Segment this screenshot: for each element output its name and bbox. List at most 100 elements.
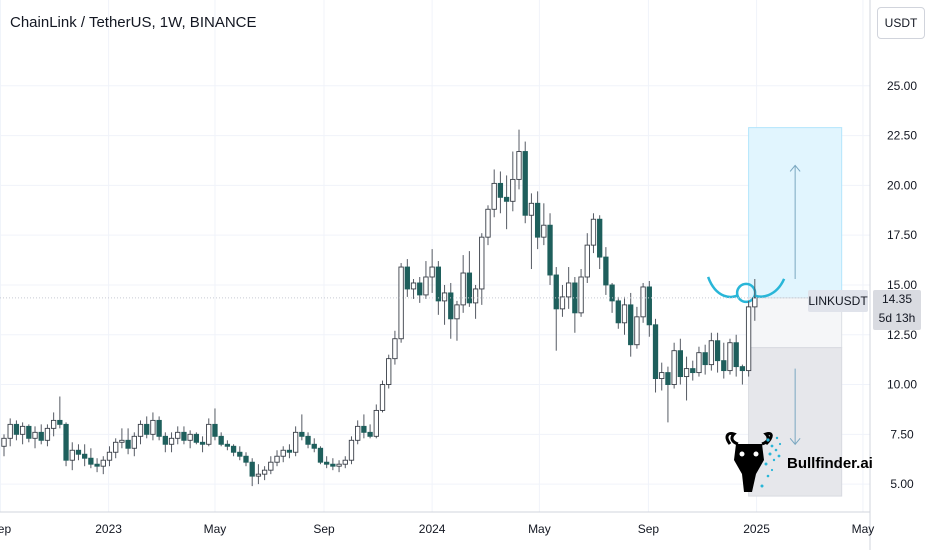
candle-body (44, 427, 51, 441)
candle-body (32, 431, 38, 439)
candle-body (181, 431, 187, 441)
down-arrow-head-icon (789, 437, 801, 446)
candle-body (82, 453, 88, 459)
x-tick-label: Sep (638, 522, 660, 536)
candle-body (199, 441, 206, 445)
candle-body (472, 288, 479, 304)
axis-ticks: 25.00 22.50 20.00 17.50 15.00 12.50 10.00 7.50 5… (0, 79, 917, 536)
candle-body (305, 435, 311, 445)
candle-body (628, 304, 634, 346)
symbol-price-label: LINKUSDT (808, 290, 868, 312)
candle-body (230, 445, 237, 453)
candle-body (50, 419, 57, 429)
candle-body (510, 178, 516, 202)
y-tick-label: 12.50 (887, 328, 917, 342)
candle-body (659, 372, 665, 380)
candle-body (274, 455, 280, 463)
candle-body (342, 459, 348, 465)
candle-body (249, 461, 255, 477)
candle-body (702, 352, 708, 366)
candle-body (534, 202, 541, 238)
up-arrow-head-icon (789, 164, 801, 172)
candle-body (218, 435, 224, 445)
candle-body (491, 182, 497, 210)
candle-body (578, 276, 584, 314)
x-tick-label: Sep (0, 522, 11, 536)
candle-body (311, 443, 317, 449)
bull-logo-icon (725, 432, 782, 492)
candle-body (193, 433, 200, 443)
currency-selector[interactable]: USDT (877, 7, 925, 39)
candle-body (212, 423, 218, 437)
candle-body (410, 282, 417, 290)
candle-body (503, 196, 510, 202)
x-tick-label: May (204, 522, 227, 536)
candle-body (621, 304, 628, 324)
candle-body (348, 439, 355, 461)
candle-body (100, 459, 106, 467)
candle-body (553, 274, 559, 310)
candle-body (572, 282, 578, 314)
candle-body (168, 437, 175, 445)
candle-body (485, 208, 491, 238)
x-tick-label: 2023 (95, 522, 122, 536)
last-price-label: 14.35 5d 13h (873, 290, 921, 330)
candle-body (479, 236, 485, 290)
candle-body (330, 463, 336, 467)
candle-body (727, 342, 733, 372)
candle-body (361, 425, 367, 433)
last-price-value: 14.35 (881, 292, 913, 306)
candle-body (206, 423, 212, 445)
candle-body (63, 423, 69, 461)
candle-body (566, 282, 572, 298)
candle-body (721, 360, 727, 372)
candle-body (137, 423, 144, 437)
y-tick-label: 5.00 (890, 477, 914, 491)
candle-body (156, 419, 162, 437)
candle-body (379, 384, 386, 411)
candle-body (373, 409, 379, 437)
y-tick-label: 22.50 (887, 129, 917, 143)
candle-body (454, 304, 460, 320)
candle-body (522, 151, 528, 216)
x-tick-label: May (852, 522, 875, 536)
candle-body (696, 352, 702, 374)
candle-body (429, 266, 435, 278)
candle-body (299, 431, 305, 437)
candle-body (88, 457, 94, 465)
candle-body (144, 423, 150, 435)
candle-body (603, 256, 609, 286)
candle-body (745, 306, 752, 372)
candle-body (646, 286, 652, 326)
candle-body (708, 340, 715, 366)
candle-body (125, 439, 131, 449)
y-tick-label: 17.50 (887, 228, 917, 242)
candle-body (355, 425, 361, 441)
candle-body (466, 272, 473, 304)
x-tick-label: 2025 (743, 522, 770, 536)
candle-body (187, 433, 193, 441)
candle-body (683, 368, 690, 378)
candle-body (528, 202, 535, 216)
candle-body (336, 463, 342, 467)
candle-body (640, 286, 646, 318)
candle-body (317, 447, 324, 463)
candle-body (57, 419, 63, 425)
candle-body (162, 435, 168, 445)
candle-body (597, 218, 603, 258)
bar-countdown: 5d 13h (878, 311, 916, 325)
candle-body (324, 461, 330, 465)
candle-body (652, 324, 659, 380)
y-tick-label: 10.00 (887, 378, 917, 392)
candle-body (460, 272, 466, 306)
candle-body (243, 455, 249, 463)
candle-body (752, 297, 758, 308)
candle-body (69, 449, 75, 461)
candle-body (590, 218, 597, 246)
candle-body (113, 441, 119, 453)
candle-body (131, 435, 137, 449)
candle-body (26, 425, 32, 439)
candle-body (268, 461, 274, 471)
candle-body (398, 266, 404, 340)
